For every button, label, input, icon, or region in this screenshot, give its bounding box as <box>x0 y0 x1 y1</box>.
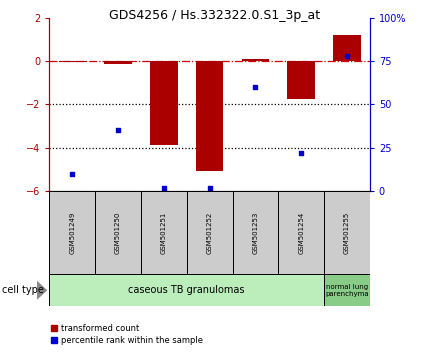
Text: normal lung
parenchyma: normal lung parenchyma <box>325 284 369 297</box>
Bar <box>233 191 278 274</box>
Text: cell type: cell type <box>2 285 44 295</box>
Point <box>298 150 304 156</box>
Text: caseous TB granulomas: caseous TB granulomas <box>129 285 245 295</box>
Bar <box>104 61 132 64</box>
Point <box>115 128 122 133</box>
Text: GSM501250: GSM501250 <box>115 212 121 254</box>
Text: GSM501253: GSM501253 <box>252 212 258 254</box>
Bar <box>49 191 95 274</box>
Polygon shape <box>37 280 47 300</box>
Text: GSM501254: GSM501254 <box>298 212 304 254</box>
Bar <box>287 61 315 99</box>
Bar <box>150 61 178 144</box>
Bar <box>324 274 370 306</box>
Bar <box>58 61 86 62</box>
Bar <box>187 191 233 274</box>
Bar <box>196 61 223 171</box>
Point <box>69 171 76 177</box>
Bar <box>324 191 370 274</box>
Bar <box>333 35 361 61</box>
Text: GSM501252: GSM501252 <box>207 212 212 254</box>
Point <box>344 53 350 59</box>
Text: GSM501251: GSM501251 <box>161 212 167 254</box>
Text: GSM501255: GSM501255 <box>344 212 350 254</box>
Point <box>252 84 259 90</box>
Bar <box>242 59 269 61</box>
Bar <box>141 191 187 274</box>
Bar <box>278 191 324 274</box>
Text: GSM501249: GSM501249 <box>69 212 75 254</box>
Text: GDS4256 / Hs.332322.0.S1_3p_at: GDS4256 / Hs.332322.0.S1_3p_at <box>110 9 320 22</box>
Point <box>206 185 213 190</box>
Legend: transformed count, percentile rank within the sample: transformed count, percentile rank withi… <box>47 321 207 348</box>
Point <box>160 185 167 190</box>
Bar <box>95 191 141 274</box>
Bar <box>49 274 324 306</box>
